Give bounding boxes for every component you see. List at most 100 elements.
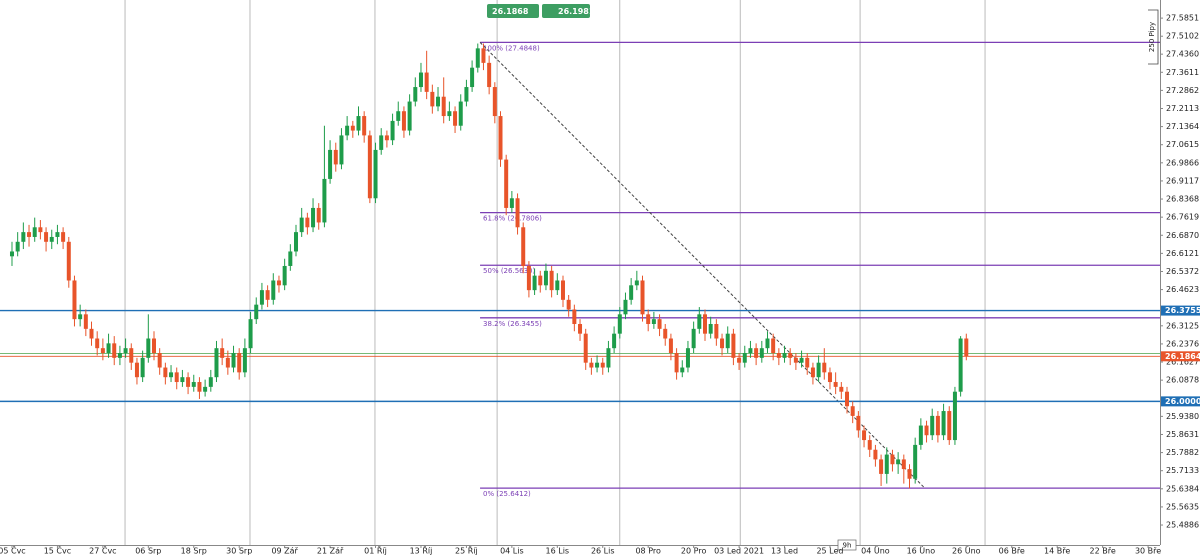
x-tick-label: 08 Pro — [635, 547, 661, 556]
candle-body — [78, 314, 83, 320]
candle-body — [259, 290, 264, 305]
candle-body — [640, 280, 645, 315]
candle-body — [237, 353, 242, 373]
candle-body — [61, 232, 66, 242]
candle-body — [867, 440, 872, 450]
x-tick-label: 14 Bře — [1044, 547, 1070, 556]
candle-body — [595, 362, 600, 368]
y-tick-label: 27.2113 — [1166, 104, 1199, 113]
x-tick-label: 06 Srp — [135, 547, 161, 556]
candle-body — [708, 324, 713, 334]
y-tick-label: 26.3125 — [1166, 321, 1199, 330]
candle-body — [788, 353, 793, 358]
y-tick-label: 26.8368 — [1166, 195, 1199, 204]
fib-label: 38.2% (26.3455) — [483, 320, 542, 328]
candle-body — [481, 48, 486, 63]
candle-body — [617, 314, 622, 334]
fib-label: 0% (25.6412) — [483, 490, 531, 498]
candle-body — [697, 314, 702, 329]
candle-body — [600, 362, 605, 368]
candle-body — [515, 198, 520, 228]
candle-body — [941, 411, 946, 436]
candle-body — [367, 135, 372, 199]
candle-body — [146, 338, 151, 358]
candle-body — [345, 125, 350, 136]
ask-badge[interactable] — [542, 4, 590, 18]
candle-body — [589, 362, 594, 368]
x-tick-label: 22 Bře — [1090, 547, 1116, 556]
x-tick-label: 16 Lis — [546, 547, 570, 556]
y-tick-label: 26.2376 — [1166, 339, 1199, 348]
candle-body — [714, 324, 719, 339]
x-tick-label: 25 Říj — [455, 546, 478, 556]
candle-body — [862, 430, 867, 441]
candle-body — [100, 348, 105, 354]
candle-body — [89, 328, 94, 339]
candle-body — [242, 348, 247, 373]
candle-body — [827, 372, 832, 383]
candle-body — [720, 338, 725, 349]
candle-body — [458, 101, 463, 126]
period-label: 9h — [843, 542, 852, 550]
candle-body — [748, 348, 753, 354]
candle-body — [555, 280, 560, 291]
pips-label: 250 Pipy — [1148, 22, 1156, 52]
candle-body — [21, 232, 26, 242]
candle-body — [754, 348, 759, 358]
candle-body — [668, 338, 673, 354]
candle-body — [680, 367, 685, 373]
candle-body — [299, 217, 304, 233]
candle-body — [339, 135, 344, 165]
y-tick-label: 26.7619 — [1166, 213, 1199, 222]
candle-body — [362, 116, 367, 136]
period-marker[interactable] — [837, 539, 857, 551]
fib-label: 50% (26.5630) — [483, 267, 535, 275]
ask-price: 26.1981 — [558, 7, 595, 16]
candle-body — [702, 314, 707, 334]
candle-body — [526, 265, 531, 291]
candle-body — [685, 348, 690, 368]
candle-body — [856, 415, 861, 431]
candle-body — [646, 314, 651, 325]
candle-body — [782, 353, 787, 358]
candle-body — [578, 324, 583, 334]
candle-body — [294, 232, 299, 252]
candle-body — [248, 319, 253, 349]
candle-body — [532, 275, 537, 291]
candle-body — [691, 328, 696, 349]
candle-body — [9, 251, 14, 257]
x-tick-label: 16 Úno — [907, 545, 936, 556]
y-tick-label: 27.5851 — [1166, 14, 1199, 23]
bid-price: 26.1868 — [492, 7, 529, 16]
x-tick-label: 26 Úno — [952, 545, 981, 556]
x-tick-label: 30 Bře — [1135, 547, 1161, 556]
price-tag-label: 26.1864 — [1165, 352, 1200, 361]
candle-body — [765, 338, 770, 349]
y-tick-label: 26.9866 — [1166, 158, 1199, 167]
candle-body — [83, 314, 88, 329]
price-tag — [1161, 351, 1200, 362]
candle-body — [197, 382, 202, 392]
candle-body — [839, 386, 844, 392]
candle-body — [418, 72, 423, 88]
candle-body — [651, 319, 656, 325]
candle-body — [759, 348, 764, 358]
y-tick-label: 27.3611 — [1166, 68, 1199, 77]
candle-body — [328, 149, 333, 179]
bid-badge[interactable] — [487, 4, 539, 18]
candle-body — [850, 406, 855, 416]
x-tick-label: 13 Led — [771, 547, 798, 556]
candle-body — [316, 207, 321, 223]
candle-body — [896, 459, 901, 465]
candle-body — [873, 449, 878, 460]
candle-body — [44, 232, 49, 242]
x-tick-label: 03 Led 2021 — [714, 547, 764, 556]
price-tag — [1161, 396, 1200, 407]
candle-body — [186, 377, 191, 387]
candle-body — [214, 348, 219, 378]
candle-body — [776, 353, 781, 358]
candle-body — [413, 87, 418, 102]
candle-body — [634, 280, 639, 286]
candle-body — [373, 149, 378, 199]
candle-body — [271, 280, 276, 300]
